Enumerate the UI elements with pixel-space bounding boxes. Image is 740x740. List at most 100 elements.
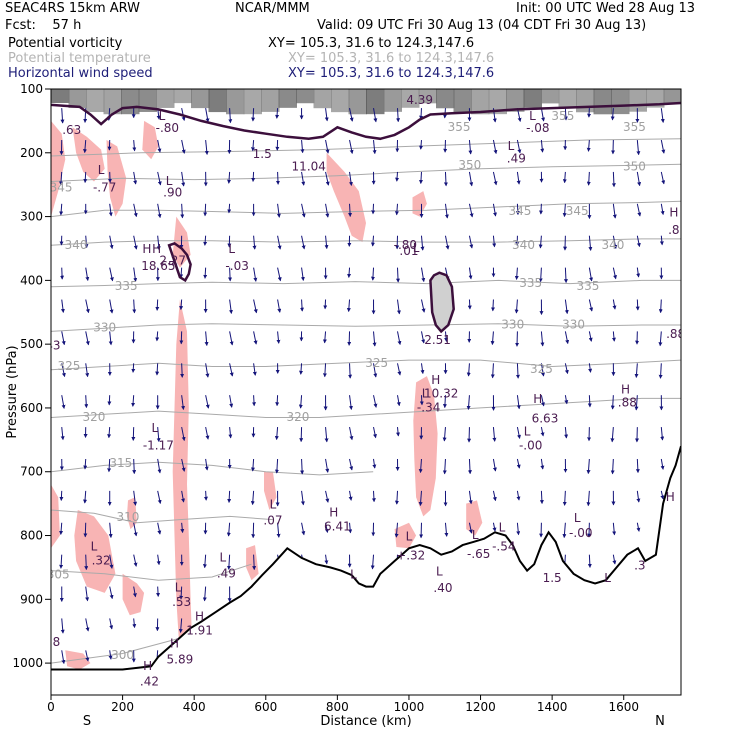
stratosphere-cell (523, 89, 542, 108)
wind-vector (253, 299, 258, 314)
wind-vector (466, 395, 471, 410)
wind-vector (61, 363, 66, 378)
wind-vector (60, 299, 65, 313)
pv-extremum-label: L (574, 511, 581, 525)
south-label: S (83, 714, 91, 729)
wind-vector (61, 331, 66, 346)
wind-vector (83, 490, 88, 504)
wind-vector (395, 171, 400, 182)
pv-extremum-label: L (529, 109, 536, 123)
wind-vector (540, 458, 545, 470)
field-coords-wind: XY= 105.3, 31.6 to 124.3,147.6 (288, 66, 495, 81)
pv-extremum-label: 1.5 (543, 571, 562, 585)
wind-vector (85, 267, 90, 282)
wind-vector (468, 522, 473, 534)
wind-vector (466, 363, 471, 377)
wind-vector (251, 108, 256, 122)
wind-vector (492, 458, 497, 472)
wind-vector (109, 554, 114, 569)
wind-vector (349, 139, 354, 155)
wind-vector (132, 458, 137, 475)
pv-extremum-label: -.54 (492, 540, 515, 554)
theta-label: 315 (109, 456, 132, 470)
stratosphere-cell (436, 89, 455, 109)
wind-vector (85, 586, 90, 602)
wind-vector (516, 490, 521, 501)
wind-vector (610, 108, 615, 121)
wind-vector (107, 458, 112, 473)
pv-extremum-label: L (524, 425, 531, 439)
wind-vector (204, 458, 209, 471)
wind-vector (659, 235, 664, 246)
wind-vector (612, 235, 618, 250)
wind-vector (586, 458, 591, 475)
wind-vector (586, 139, 591, 152)
wind-vector (59, 171, 64, 186)
y-tick-label: 700 (20, 465, 43, 479)
theta-contour-310 (51, 509, 273, 524)
pv-extremum-label: -.00 (519, 439, 542, 453)
wind-vector (275, 395, 280, 407)
wind-vector (181, 139, 186, 154)
wind-vector (562, 171, 567, 184)
wind-vector (611, 331, 616, 342)
x-tick-label: 1200 (465, 700, 496, 714)
wind-vector (588, 299, 594, 312)
wind-vector (492, 203, 497, 217)
wind-vector (636, 139, 641, 156)
wind-vector (588, 363, 593, 373)
wind-vector (612, 554, 617, 565)
pv-extremum-label: .43 (41, 339, 60, 353)
wind-vector (442, 458, 447, 475)
pv-extremum-label: 1.91 (186, 624, 213, 638)
wind-vector (658, 363, 663, 379)
wind-vector (203, 235, 208, 246)
pv-extremum-label: H (329, 506, 338, 520)
wind-vector (204, 139, 209, 156)
wind-vector (660, 203, 665, 216)
stratosphere-cell (243, 89, 262, 115)
wind-vector (228, 267, 233, 282)
pv-extremum-label: .40 (433, 581, 452, 595)
wind-vector (348, 171, 353, 186)
wind-vector (490, 331, 495, 346)
wind-vector (181, 395, 186, 411)
stratosphere-cell (103, 89, 122, 115)
wind-vector (539, 203, 544, 215)
wind-vector (133, 490, 138, 506)
wind-vector (563, 108, 568, 121)
wind-vector (60, 618, 65, 634)
wind-vector (564, 331, 570, 345)
pv-extremum-label: -.77 (93, 180, 116, 194)
wind-vector (492, 139, 498, 155)
stratosphere-cell (348, 89, 367, 115)
wind-vector (420, 299, 426, 313)
pv-shade-region (172, 299, 193, 657)
wind-vector (444, 203, 449, 219)
wind-vector (179, 586, 184, 600)
wind-vector (516, 171, 521, 185)
y-tick-label: 900 (20, 592, 43, 606)
pv-extremum-label: -.03 (225, 259, 248, 273)
wind-vector (109, 586, 114, 600)
wind-vector (60, 108, 65, 124)
wind-vector (397, 363, 402, 376)
wind-vector (468, 490, 473, 505)
pv-shade-region (412, 191, 427, 217)
pv-extremum-label: H (195, 610, 204, 624)
pv-extremum-label: 4.39 (406, 93, 433, 107)
stratosphere-cell (366, 89, 385, 115)
wind-vector (253, 267, 258, 282)
stratosphere-cell (418, 89, 437, 104)
pv-extremum-label: L (91, 540, 98, 554)
stratosphere-cell (453, 89, 472, 113)
wind-vector (178, 618, 183, 634)
pv-extremum-label: .42 (140, 675, 159, 689)
wind-vector (59, 203, 64, 216)
wind-vector (347, 267, 352, 278)
x-tick-label: 1600 (608, 700, 639, 714)
wind-vector (612, 299, 617, 310)
wind-vector (277, 299, 282, 313)
wind-vector (562, 490, 567, 506)
theta-label: 350 (623, 159, 646, 173)
